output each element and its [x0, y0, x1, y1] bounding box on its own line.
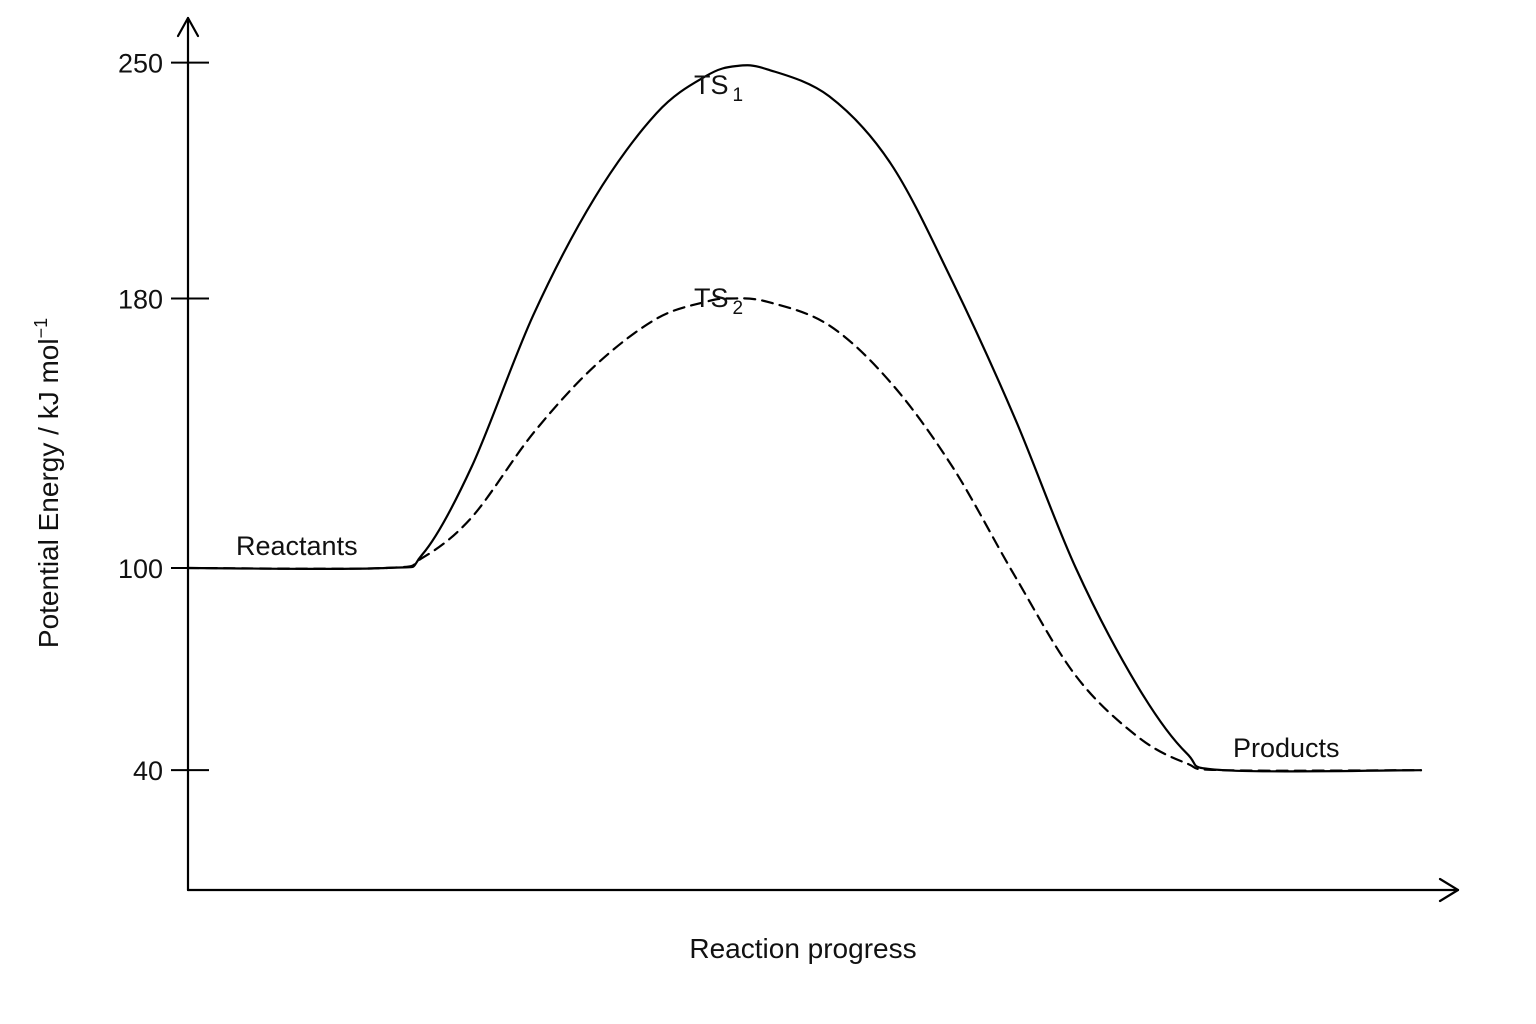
y-axis-arrowhead [176, 16, 200, 38]
y-ticks: 250 180 100 40 [118, 49, 209, 786]
ts1-label-main: TS [694, 70, 729, 100]
reactants-label: Reactants [236, 531, 358, 561]
y-axis-title: Potential Energy / kJ mol−1 [31, 318, 64, 648]
y-tick-label-40: 40 [133, 756, 163, 786]
energy-curves [186, 64, 1423, 773]
y-tick-label-100: 100 [118, 554, 163, 584]
y-axis-title-main: Potential Energy / kJ mol [33, 338, 64, 648]
x-axis-title: Reaction progress [689, 933, 916, 964]
ts1-label: TS 1 [694, 70, 743, 106]
curve-ts1-solid [186, 64, 1423, 773]
y-tick-label-180: 180 [118, 284, 163, 314]
ts1-label-subscript: 1 [733, 85, 744, 106]
curve-ts2-dashed [186, 297, 1423, 772]
y-tick-label-250: 250 [118, 49, 163, 79]
x-axis-arrowhead [1438, 877, 1460, 903]
products-label: Products [1233, 733, 1340, 763]
ts2-label-main: TS [694, 283, 729, 313]
ts2-label: TS 2 [694, 283, 743, 319]
ts2-label-subscript: 2 [733, 298, 744, 319]
axes [176, 16, 1460, 903]
y-axis-title-superscript: −1 [31, 318, 51, 339]
